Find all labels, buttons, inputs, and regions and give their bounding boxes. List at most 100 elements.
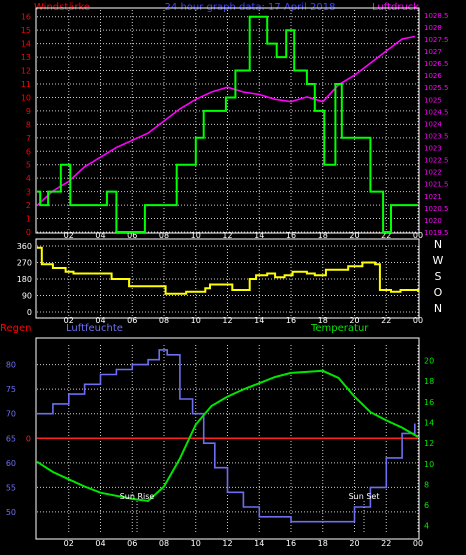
x-tick-label: 02 xyxy=(64,231,74,240)
y-tick-label-right: 1023 xyxy=(424,145,442,153)
y-tick-label: 180 xyxy=(17,275,32,284)
x-tick-label: 00 xyxy=(413,539,423,548)
x-tick-label: 18 xyxy=(318,539,328,548)
y-tick-label-left: 7 xyxy=(26,134,31,143)
y-tick-label-right: 18 xyxy=(424,377,434,386)
x-tick-label: 06 xyxy=(127,539,137,548)
rain-zero-label: 0 xyxy=(26,434,31,443)
y-tick-label-right: 1028.5 xyxy=(424,12,449,20)
compass-letter: N xyxy=(434,302,442,315)
y-tick-label-right: 1021.5 xyxy=(424,181,449,189)
temperature-label: Temperatur xyxy=(310,323,369,334)
y-tick-label-left: 2 xyxy=(26,201,31,210)
y-tick-label: 270 xyxy=(17,259,32,268)
y-tick-label-right: 1023.5 xyxy=(424,132,449,140)
direction-series-line xyxy=(37,246,419,295)
y-tick-label-left: 11 xyxy=(21,80,31,89)
x-tick-label: 20 xyxy=(349,539,359,548)
x-tick-label: 06 xyxy=(127,316,137,325)
y-tick-label-left: 65 xyxy=(6,434,16,443)
y-tick-label-right: 14 xyxy=(424,418,434,427)
compass-letter: S xyxy=(435,270,442,283)
y-tick-label-left: 10 xyxy=(21,93,31,102)
y-tick-label-right: 16 xyxy=(424,398,434,407)
y-tick-label-left: 8 xyxy=(26,120,31,129)
x-tick-label: 10 xyxy=(191,539,201,548)
humidity-series-line xyxy=(37,349,416,523)
x-tick-label: 22 xyxy=(381,231,391,240)
y-tick-label-right: 1024 xyxy=(424,120,442,128)
sunset-label: Sun Set xyxy=(349,492,380,501)
y-tick-label-right: 20 xyxy=(424,356,434,365)
y-tick-label-left: 6 xyxy=(26,147,31,156)
y-tick-label-left: 12 xyxy=(21,67,31,76)
x-tick-label: 10 xyxy=(191,231,201,240)
x-tick-label: 20 xyxy=(349,231,359,240)
wind-direction-grid xyxy=(37,245,419,317)
y-tick-label-left: 15 xyxy=(21,26,31,35)
x-tick-label: 20 xyxy=(349,316,359,325)
y-tick-label-right: 1022 xyxy=(424,169,442,177)
y-tick-label-left: 9 xyxy=(26,107,31,116)
sunrise-label: Sun Rise xyxy=(120,492,155,501)
temperature-series-line xyxy=(36,369,419,503)
x-tick-label: 14 xyxy=(254,316,264,325)
y-tick-label-right: 1027.5 xyxy=(424,36,449,44)
y-tick-label-left: 16 xyxy=(21,13,31,22)
x-tick-label: 02 xyxy=(64,539,74,548)
x-tick-label: 12 xyxy=(222,231,232,240)
y-tick-label-left: 4 xyxy=(26,174,31,183)
y-tick-label-right: 8 xyxy=(424,480,429,489)
y-tick-label-left: 3 xyxy=(26,188,31,197)
x-tick-label: 16 xyxy=(286,316,296,325)
y-tick-label-right: 1021 xyxy=(424,193,442,201)
wind-pressure-frame xyxy=(35,7,420,234)
y-tick-label: 90 xyxy=(22,292,32,301)
y-tick-label-right: 1028 xyxy=(424,24,442,32)
humidity-temperature-ticks: 02 04 06 08 10 12 14 16 18 20 22 005055606570758046… xyxy=(6,356,434,548)
y-tick-label: 0 xyxy=(27,308,32,317)
y-tick-label-right: 1024.5 xyxy=(424,108,449,116)
compass-letter: W xyxy=(433,254,444,267)
y-tick-label-right: 10 xyxy=(424,460,434,469)
x-tick-label: 16 xyxy=(286,539,296,548)
x-tick-label: 18 xyxy=(318,316,328,325)
x-tick-label: 00 xyxy=(413,231,423,240)
y-tick-label-left: 60 xyxy=(6,459,16,468)
y-tick-label-left: 14 xyxy=(21,40,31,49)
x-tick-label: 00 xyxy=(413,316,423,325)
y-tick-label-left: 13 xyxy=(21,53,31,62)
rain-label: Regen xyxy=(0,323,32,334)
y-tick-label-left: 70 xyxy=(6,410,16,419)
y-tick-label-right: 12 xyxy=(424,439,434,448)
y-tick-label-left: 80 xyxy=(6,361,16,370)
x-tick-label: 18 xyxy=(318,231,328,240)
wind-direction-frame xyxy=(35,238,420,319)
y-tick-label-right: 1022.5 xyxy=(424,157,449,165)
x-tick-label: 02 xyxy=(64,316,74,325)
y-tick-label-left: 0 xyxy=(26,228,31,237)
x-tick-label: 14 xyxy=(254,539,264,548)
humidity-temperature-frame xyxy=(35,337,420,540)
x-tick-label: 08 xyxy=(159,539,169,548)
x-tick-label: 08 xyxy=(159,231,169,240)
y-tick-label-right: 1026 xyxy=(424,72,442,80)
compass-letter: N xyxy=(434,238,442,251)
y-tick-label-left: 55 xyxy=(6,483,16,492)
x-tick-label: 22 xyxy=(381,539,391,548)
y-tick-label-right: 1019.5 xyxy=(424,229,449,237)
y-tick-label-left: 5 xyxy=(26,161,31,170)
x-tick-label: 06 xyxy=(127,231,137,240)
x-tick-label: 14 xyxy=(254,231,264,240)
y-tick-label-left: 50 xyxy=(6,508,16,517)
y-tick-label: 360 xyxy=(17,242,32,251)
x-tick-label: 04 xyxy=(95,231,105,240)
y-tick-label-right: 1025 xyxy=(424,96,442,104)
y-tick-label-left: 75 xyxy=(6,385,16,394)
pressure-series-line xyxy=(36,35,415,207)
y-tick-label-right: 4 xyxy=(424,522,429,531)
x-tick-label: 04 xyxy=(95,316,105,325)
